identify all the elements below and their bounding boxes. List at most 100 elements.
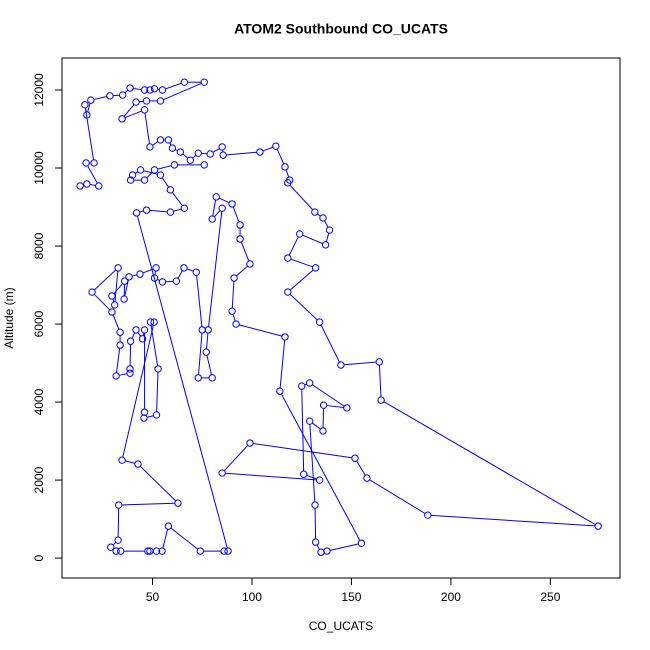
connector xyxy=(123,104,135,117)
connector xyxy=(288,236,299,256)
connector xyxy=(133,87,142,91)
x-tick-label: 100 xyxy=(242,590,262,604)
point xyxy=(140,176,149,184)
connector xyxy=(163,82,202,101)
point xyxy=(200,78,208,86)
connector xyxy=(262,146,274,152)
connector xyxy=(170,527,199,550)
point xyxy=(319,427,327,435)
point xyxy=(220,547,228,555)
y-tick-label: 8000 xyxy=(32,232,46,259)
connector xyxy=(279,340,286,389)
point xyxy=(152,547,161,555)
connector xyxy=(182,153,189,159)
connector xyxy=(162,529,169,549)
connector xyxy=(136,215,228,549)
point xyxy=(116,341,124,349)
connector xyxy=(329,543,359,551)
point xyxy=(152,411,161,419)
connector xyxy=(125,460,136,464)
point xyxy=(112,547,120,555)
point xyxy=(114,536,122,544)
point xyxy=(106,92,114,100)
point xyxy=(116,547,125,555)
connector xyxy=(87,165,98,184)
y-tick-label: 2000 xyxy=(32,466,46,493)
point xyxy=(154,365,162,373)
point xyxy=(118,456,126,464)
point xyxy=(305,417,314,425)
connector xyxy=(212,199,217,217)
point xyxy=(114,264,122,272)
point xyxy=(305,379,314,387)
point xyxy=(202,348,210,356)
point xyxy=(319,401,328,409)
point xyxy=(132,326,140,334)
connector xyxy=(192,154,197,159)
point xyxy=(142,206,151,214)
connector xyxy=(239,324,283,337)
point xyxy=(180,264,188,272)
point xyxy=(125,273,133,281)
point xyxy=(300,470,308,478)
connector xyxy=(157,165,172,170)
connector xyxy=(135,171,139,174)
point xyxy=(186,156,195,164)
point xyxy=(156,136,165,144)
connector xyxy=(84,107,95,160)
connector xyxy=(116,348,121,373)
connector xyxy=(236,265,248,277)
connector xyxy=(113,283,123,294)
point xyxy=(311,501,319,509)
connector xyxy=(137,332,142,337)
point xyxy=(158,547,166,555)
connector xyxy=(124,110,142,119)
point xyxy=(174,499,182,507)
point xyxy=(281,163,289,171)
x-tick-label: 50 xyxy=(146,590,160,604)
connector xyxy=(208,211,223,327)
connector xyxy=(198,333,203,375)
point xyxy=(87,96,95,104)
connector xyxy=(356,460,366,476)
x-tick-label: 200 xyxy=(441,590,461,604)
point xyxy=(136,270,144,278)
point xyxy=(196,547,204,555)
point xyxy=(114,501,123,509)
point xyxy=(232,320,240,328)
point xyxy=(180,78,189,86)
connector xyxy=(280,393,361,541)
connector xyxy=(225,472,317,481)
connector xyxy=(94,269,117,291)
connector xyxy=(206,355,212,375)
point xyxy=(168,144,177,152)
point xyxy=(142,97,151,105)
point xyxy=(140,414,148,422)
point xyxy=(218,143,226,151)
point xyxy=(126,337,135,345)
point xyxy=(95,182,103,190)
point xyxy=(90,159,98,167)
connector xyxy=(142,268,154,274)
point xyxy=(375,358,383,366)
point xyxy=(208,215,216,223)
connector xyxy=(156,372,159,412)
point xyxy=(377,396,385,404)
connector xyxy=(112,542,117,546)
point xyxy=(116,328,124,336)
point xyxy=(76,182,84,190)
point xyxy=(108,292,116,300)
connector xyxy=(231,281,235,309)
point xyxy=(311,538,320,546)
connector xyxy=(112,314,120,330)
point xyxy=(172,277,181,285)
x-tick-label: 250 xyxy=(540,590,560,604)
connector xyxy=(144,112,150,144)
point xyxy=(158,278,167,286)
point xyxy=(120,277,129,285)
connector xyxy=(121,502,175,506)
point xyxy=(315,476,324,484)
point xyxy=(230,274,238,282)
point xyxy=(144,547,152,555)
connector xyxy=(154,270,157,275)
